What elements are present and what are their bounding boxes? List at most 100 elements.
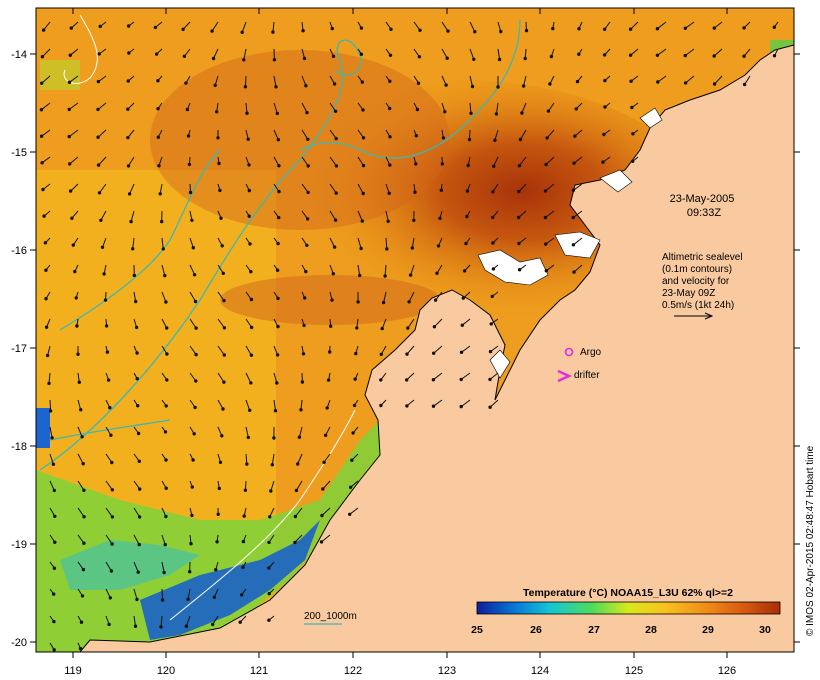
velocity-arrow: [384, 264, 387, 277]
velocity-arrow-head: [187, 162, 192, 167]
velocity-arrow-head: [135, 377, 139, 381]
velocity-arrow-head: [182, 54, 187, 58]
velocity-arrow: [329, 210, 337, 221]
altimetry-note-line: and velocity for: [662, 276, 730, 287]
velocity-arrow-head: [354, 351, 358, 356]
velocity-arrow-head: [465, 214, 469, 219]
velocity-arrow-head: [194, 352, 198, 357]
velocity-arrow: [49, 426, 53, 438]
velocity-arrow: [685, 75, 695, 84]
velocity-arrow-head: [221, 407, 225, 411]
velocity-arrow: [357, 210, 363, 222]
velocity-arrow: [217, 318, 225, 329]
lon-tick-label: 123: [438, 665, 456, 677]
velocity-arrow-head: [105, 350, 110, 354]
velocity-arrow-head: [191, 246, 196, 250]
velocity-arrow-head: [517, 241, 521, 246]
velocity-arrow-head: [548, 82, 552, 86]
velocity-arrow: [685, 21, 695, 29]
velocity-arrow-head: [186, 134, 191, 138]
velocity-arrow-head: [39, 134, 44, 138]
velocity-arrow: [273, 372, 278, 384]
velocity-arrow-head: [106, 378, 111, 382]
velocity-arrow-head: [163, 430, 168, 434]
velocity-arrow-head: [52, 619, 56, 624]
velocity-arrow-head: [293, 540, 297, 545]
velocity-arrow: [433, 345, 443, 354]
velocity-arrow-head: [43, 241, 48, 245]
velocity-arrow-head: [683, 26, 687, 30]
velocity-arrow-head: [215, 110, 219, 114]
velocity-arrow: [408, 291, 415, 303]
velocity-arrow: [295, 480, 303, 491]
velocity-arrow: [321, 507, 331, 516]
islands: [477, 107, 663, 379]
image-time: 09:33Z: [687, 207, 722, 219]
velocity-arrow-head: [129, 219, 133, 224]
velocity-arrow-head: [389, 27, 393, 31]
velocity-arrow-head: [379, 378, 383, 382]
velocity-arrow-head: [379, 403, 383, 408]
velocity-arrow: [469, 21, 476, 32]
velocity-arrow-head: [433, 298, 438, 302]
velocity-arrow-head: [488, 377, 492, 382]
velocity-arrow-head: [359, 26, 364, 30]
velocity-arrow: [434, 318, 443, 328]
velocity-arrow-head: [351, 431, 355, 435]
velocity-arrow: [161, 561, 165, 573]
velocity-arrow-head: [304, 269, 308, 274]
velocity-arrow-head: [52, 648, 56, 652]
velocity-arrow-head: [272, 436, 276, 440]
velocity-arrow: [98, 156, 107, 166]
altimetry-note-line: 0.5m/s (1kt 24h): [662, 300, 734, 311]
velocity-arrow: [189, 318, 197, 329]
velocity-arrow-head: [137, 459, 142, 463]
velocity-arrow-head: [248, 242, 252, 246]
blue-west-edge: [36, 408, 50, 448]
velocity-arrow: [129, 183, 135, 195]
velocity-arrow-head: [493, 138, 497, 142]
velocity-arrow-head: [246, 435, 251, 440]
velocity-arrow-head: [75, 324, 79, 328]
velocity-arrow-head: [188, 190, 193, 195]
velocity-arrow-head: [218, 188, 222, 193]
velocity-arrow: [189, 345, 197, 355]
velocity-arrow-head: [334, 136, 338, 141]
velocity-arrow-head: [543, 189, 548, 193]
velocity-arrow: [245, 426, 249, 438]
velocity-arrow-head: [44, 325, 49, 329]
velocity-arrow-head: [189, 542, 193, 546]
velocity-arrow-head: [39, 108, 44, 112]
velocity-arrow-head: [517, 164, 522, 168]
velocity-arrow: [211, 21, 219, 32]
velocity-arrow-head: [78, 646, 83, 651]
velocity-arrow-head: [80, 594, 85, 598]
colorbar-tick-label: 27: [588, 624, 600, 636]
velocity-arrow-head: [551, 26, 555, 31]
velocity-arrow-head: [110, 515, 115, 519]
velocity-arrow-head: [306, 137, 310, 142]
velocity-arrow-head: [464, 241, 468, 246]
velocity-arrow-head: [304, 84, 308, 88]
velocity-arrow-head: [161, 247, 166, 251]
velocity-arrow-head: [459, 377, 463, 382]
velocity-arrow: [245, 102, 248, 114]
warm-strip: [220, 275, 440, 325]
velocity-arrow-head: [330, 26, 334, 31]
lat-tick-label: -14: [11, 49, 27, 61]
velocity-arrow: [523, 75, 527, 87]
velocity-arrow-head: [45, 353, 50, 358]
velocity-arrow: [301, 129, 309, 140]
lon-tick-label: 124: [531, 665, 549, 677]
velocity-arrow-head: [222, 380, 226, 384]
velocity-arrow: [294, 534, 303, 543]
velocity-arrow-head: [70, 216, 74, 220]
velocity-arrow-head: [277, 189, 281, 194]
velocity-arrow: [545, 183, 555, 192]
velocity-arrow-head: [41, 187, 45, 192]
lat-tick-label: -18: [11, 441, 27, 453]
altimetry-note-line: Altimetric sealevel: [662, 252, 743, 263]
velocity-arrow: [161, 291, 167, 303]
velocity-arrow-head: [521, 84, 526, 88]
velocity-arrow-head: [348, 485, 353, 489]
